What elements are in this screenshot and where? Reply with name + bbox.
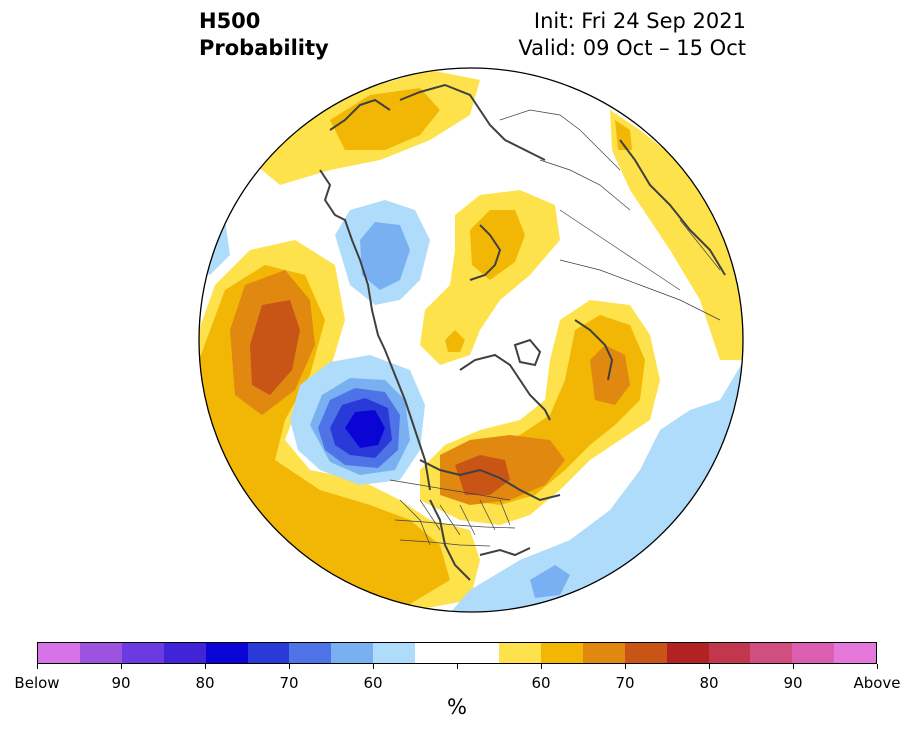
colorbar-tick	[876, 664, 878, 669]
colorbar-segment	[331, 643, 374, 663]
run-info: Init: Fri 24 Sep 2021 Valid: 09 Oct – 15…	[518, 8, 746, 62]
colorbar-tick	[120, 664, 122, 669]
colorbar-segment	[247, 643, 290, 663]
colorbar-tick	[792, 664, 794, 669]
colorbar-tick-label: 90	[783, 674, 803, 692]
colorbar-segment	[708, 643, 751, 663]
political-borders	[389, 109, 721, 547]
colorbar-tick-label: Below	[14, 674, 60, 692]
colorbar-tick-label: 80	[699, 674, 719, 692]
title-product: Probability	[199, 36, 329, 60]
colorbar-segment	[38, 643, 80, 663]
positive-anomaly-canada-rust	[455, 455, 510, 495]
title-variable: H500	[199, 9, 261, 33]
positive-anomaly-pacific-rust	[250, 300, 300, 395]
colorbar-tick	[540, 664, 542, 669]
colorbar-segment	[540, 643, 583, 663]
negative-anomaly-asia-core	[360, 222, 410, 290]
colorbar-tick-label: Above	[853, 674, 901, 692]
colorbar-unit: %	[447, 695, 467, 719]
positive-anomaly-east-core	[615, 120, 632, 150]
colorbar-tick	[372, 664, 374, 669]
colorbar-tick	[36, 664, 38, 669]
colorbar-segment	[373, 643, 416, 663]
colorbar-segment	[582, 643, 625, 663]
colorbar-tick-label: 70	[279, 674, 299, 692]
colorbar-segment	[457, 643, 499, 663]
colorbar-tick-label: 70	[615, 674, 635, 692]
colorbar-segment	[750, 643, 793, 663]
colorbar-tick	[708, 664, 710, 669]
polar-map	[198, 67, 744, 613]
colorbar-tick-label: 90	[111, 674, 131, 692]
map-contents	[199, 68, 743, 612]
colorbar-segment	[163, 643, 206, 663]
map-title: H500 Probability	[199, 8, 329, 62]
colorbar-segment	[205, 643, 248, 663]
colorbar-segment	[834, 643, 877, 663]
colorbar-tick-label: 60	[531, 674, 551, 692]
colorbar-segment	[121, 643, 164, 663]
valid-period: Valid: 09 Oct – 15 Oct	[518, 36, 746, 60]
globe-outline	[198, 67, 744, 613]
colorbar-tick	[624, 664, 626, 669]
init-date: Init: Fri 24 Sep 2021	[533, 9, 746, 33]
colorbar-tick	[456, 664, 458, 669]
colorbar-segment	[624, 643, 667, 663]
colorbar-segment	[415, 643, 458, 663]
negative-anomaly-alaska-core	[345, 410, 385, 448]
colorbar-segment	[792, 643, 835, 663]
negative-anomaly-atlantic-core	[530, 565, 570, 598]
colorbar-tick-label: 80	[195, 674, 215, 692]
colorbar-segment	[79, 643, 122, 663]
colorbar-segment	[666, 643, 709, 663]
colorbar-tick-label: 60	[363, 674, 383, 692]
positive-anomaly-arctic-core	[330, 88, 440, 150]
colorbar-tick	[288, 664, 290, 669]
colorbar	[37, 642, 877, 664]
colorbar-tick	[204, 664, 206, 669]
coastlines	[319, 83, 726, 581]
colorbar-segment	[289, 643, 332, 663]
positive-anomaly-europe-small	[445, 330, 465, 352]
colorbar-segment	[498, 643, 541, 663]
